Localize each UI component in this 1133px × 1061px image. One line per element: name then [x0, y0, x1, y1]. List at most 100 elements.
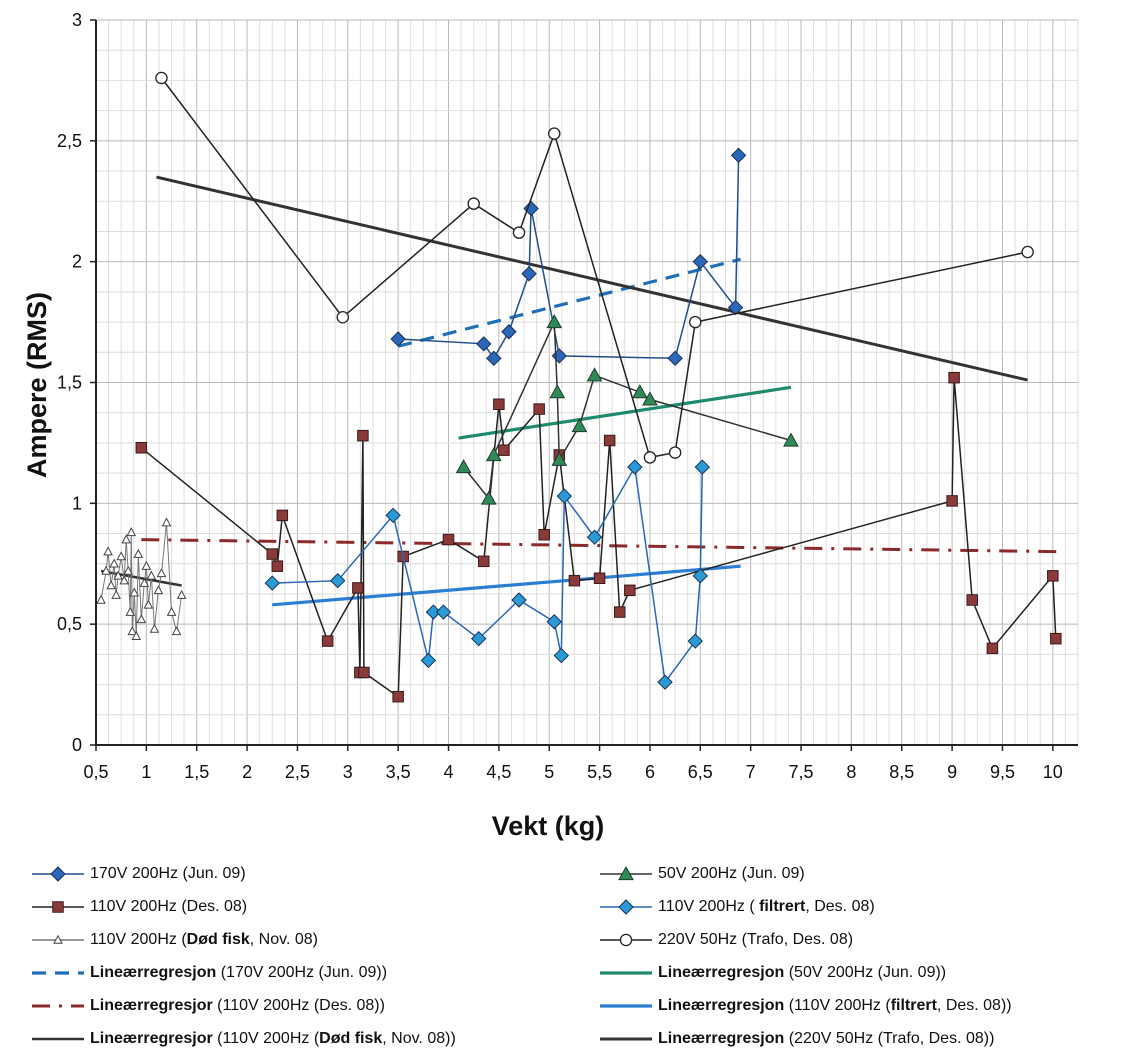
- x-tick-labels: 0,5 1 1,5 2 2,5 3 3,5 4 4,5 5 5,5 6 6,5 7 7,5 8 8,5 9 9,5 1…: [83, 745, 1063, 782]
- x-tick-label: 8: [846, 762, 856, 782]
- legend-swatch: [32, 971, 84, 975]
- data-point: [668, 446, 682, 459]
- data-point: [135, 442, 148, 454]
- data-point: [103, 546, 113, 556]
- x-tick-label: 9,5: [990, 762, 1015, 782]
- data-point: [1021, 245, 1034, 259]
- data-point: [435, 604, 452, 620]
- y-tick-label: 1,5: [57, 373, 82, 393]
- data-point: [133, 548, 144, 558]
- data-point: [131, 630, 142, 640]
- series-s110: [135, 371, 1062, 703]
- x-tick-label: 4,5: [486, 762, 511, 782]
- y-tick-label: 0,5: [57, 614, 82, 634]
- data-point: [171, 626, 182, 636]
- data-point: [392, 690, 404, 703]
- legend-label-part: 170V 200Hz (Jun. 09): [90, 865, 246, 882]
- data-point: [127, 626, 138, 636]
- data-point: [493, 398, 505, 410]
- data-point: [143, 599, 154, 609]
- legend-item-r170: Lineærregresjon (170V 200Hz (Jun. 09)): [30, 959, 387, 987]
- legend-swatch: [600, 1004, 652, 1008]
- legend-item-rdead: Lineærregresjor (110V 200Hz (Død fisk, N…: [30, 1025, 456, 1053]
- series-s170: [390, 147, 747, 367]
- x-tick-label: 6: [645, 762, 655, 782]
- data-point: [129, 587, 140, 597]
- x-tick-label: 2: [242, 762, 252, 782]
- data-point: [501, 324, 517, 340]
- data-point: [119, 575, 130, 585]
- data-point: [357, 429, 369, 442]
- data-point: [643, 451, 657, 464]
- x-tick-label: 5: [544, 762, 554, 782]
- legend-label-part: Lineærregresjor: [90, 997, 213, 1014]
- legend: 170V 200Hz (Jun. 09) 110V 200Hz (Des. 08)…: [0, 858, 1133, 1058]
- data-point: [109, 558, 119, 568]
- legend-label-part: (110V 200Hz (: [212, 1030, 320, 1047]
- series-s50: [455, 314, 799, 505]
- series-s220: [155, 71, 1034, 464]
- y-axis-label: Ampere (RMS): [22, 292, 52, 478]
- legend-item-r50: Lineærregresjon (50V 200Hz (Jun. 09)): [598, 959, 946, 987]
- y-tick-label: 3: [72, 10, 82, 30]
- data-point: [264, 575, 280, 591]
- data-point: [336, 310, 350, 324]
- data-point: [613, 606, 626, 618]
- data-point: [176, 589, 187, 599]
- data-point: [642, 391, 658, 406]
- regression-lines: [100, 175, 1063, 607]
- data-point: [149, 623, 160, 633]
- legend-label-part: Lineærregresjon: [658, 1030, 785, 1047]
- series-s110f: [264, 459, 711, 690]
- legend-label-part: filtrert: [759, 898, 806, 915]
- legend-label: 110V 200Hz (Død fisk, Nov. 08): [90, 931, 318, 949]
- data-point: [442, 533, 455, 546]
- legend-label-part: , Nov. 08)): [382, 1030, 456, 1047]
- data-point: [156, 568, 167, 578]
- legend-item-s50: 50V 200Hz (Jun. 09): [598, 860, 805, 888]
- legend-label: 110V 200Hz ( filtrert, Des. 08): [658, 898, 875, 916]
- series-line-s50: [463, 321, 792, 501]
- legend-label-part: (110V 200Hz (Des. 08)): [212, 997, 385, 1014]
- legend-label: Lineærregresjon (50V 200Hz (Jun. 09)): [658, 964, 946, 982]
- data-point: [455, 459, 472, 474]
- data-point: [125, 606, 136, 616]
- data-point: [966, 594, 978, 606]
- data-point: [687, 633, 703, 649]
- legend-label-part: 110V 200Hz (: [658, 898, 760, 915]
- x-tick-label: 8,5: [889, 762, 914, 782]
- legend-item-s170: 170V 200Hz (Jun. 09): [30, 860, 246, 888]
- data-point: [783, 432, 799, 447]
- y-tick-label: 2,5: [57, 131, 82, 151]
- legend-item-s110f: 110V 200Hz ( filtrert, Des. 08): [598, 893, 875, 921]
- data-point: [390, 331, 406, 347]
- legend-swatch: [600, 1037, 652, 1041]
- legend-label-part: 110V 200Hz (: [90, 931, 187, 948]
- data-point: [146, 570, 157, 580]
- data-point: [624, 584, 636, 597]
- y-tick-label: 2: [72, 252, 82, 272]
- data-point: [276, 509, 289, 522]
- data-point: [153, 585, 164, 595]
- legend-swatch: [32, 934, 84, 944]
- regression-line-r110: [141, 538, 1063, 554]
- data-point: [568, 574, 581, 587]
- data-point: [101, 565, 111, 575]
- legend-label-part: (50V 200Hz (Jun. 09)): [784, 964, 947, 981]
- x-tick-label: 4: [444, 762, 454, 782]
- legend-item-s110: 110V 200Hz (Des. 08): [30, 893, 247, 921]
- data-series: [96, 71, 1062, 703]
- legend-swatch: [600, 971, 652, 975]
- data-point: [385, 507, 401, 524]
- y-tick-labels: 0 0,5 1 1,5 2 2,5 3: [57, 10, 96, 755]
- legend-item-r110: Lineærregresjor (110V 200Hz (Des. 08)): [30, 992, 385, 1020]
- legend-label-part: filtrert: [890, 997, 937, 1014]
- legend-label-part: 220V 50Hz (Trafo, Des. 08): [658, 931, 854, 948]
- data-point: [689, 315, 702, 329]
- data-point: [571, 417, 588, 433]
- data-point: [627, 459, 643, 475]
- data-point: [603, 434, 616, 447]
- data-point: [586, 529, 603, 545]
- data-point: [485, 446, 502, 462]
- data-point: [593, 572, 606, 584]
